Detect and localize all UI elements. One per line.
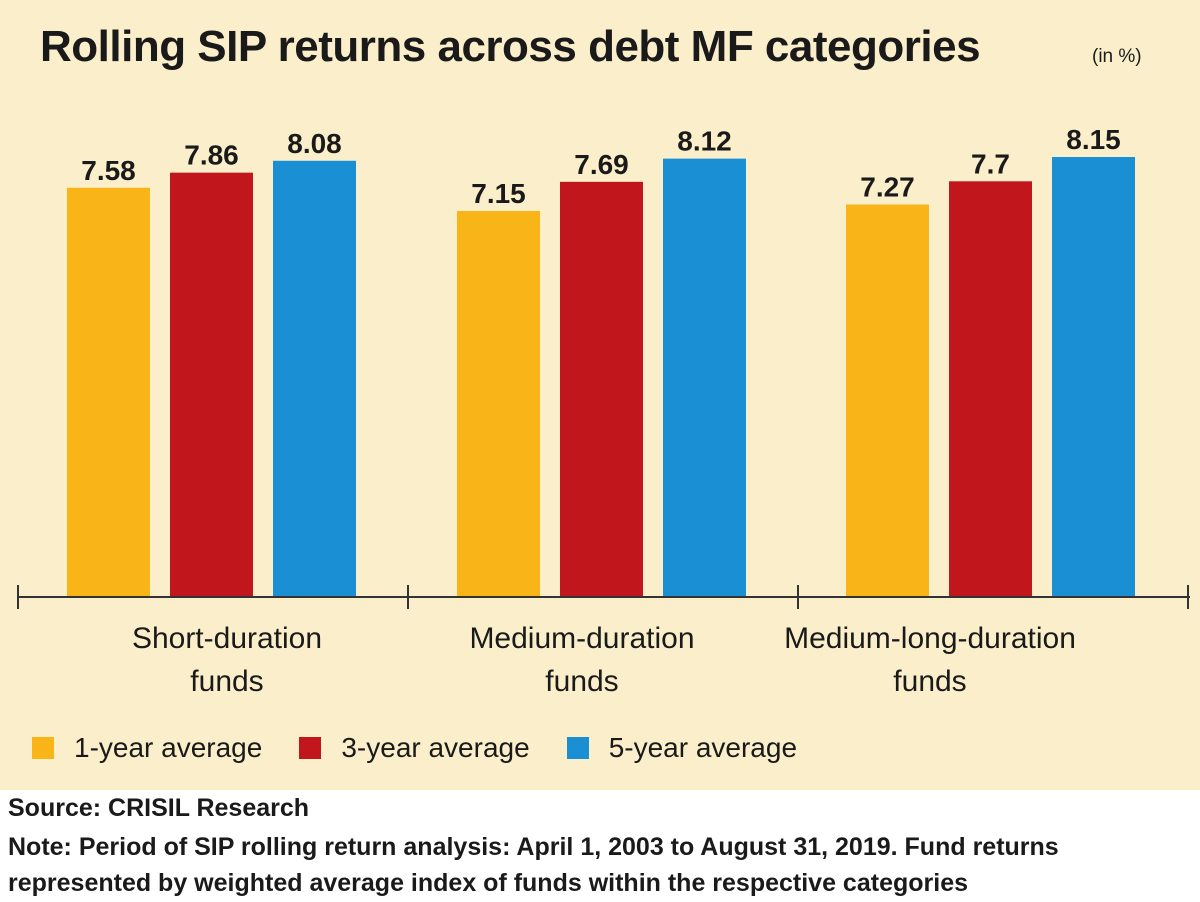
- legend-swatch-3-year: [299, 737, 322, 759]
- data-label-medium-duration-1-year: 7.15: [471, 178, 526, 209]
- bar-medium-duration-3-year: [560, 181, 643, 597]
- bar-short-duration-5-year: [273, 160, 356, 597]
- bar-short-duration-3-year: [170, 172, 253, 598]
- bar-short-duration-1-year: [67, 187, 150, 597]
- legend-item-5-year: 5-year average: [566, 732, 798, 764]
- legend-swatch-5-year: [566, 737, 589, 759]
- source-text: Source: CRISIL Research: [8, 794, 310, 822]
- category-label-medium-long-duration: Medium-long-duration funds: [784, 622, 1076, 698]
- bar-medium-duration-1-year: [457, 210, 540, 597]
- data-label-medium-long-duration-1-year: 7.27: [860, 172, 915, 203]
- category-label-short-duration: Short-duration funds: [131, 622, 323, 698]
- legend-item-1-year: 1-year average: [32, 732, 262, 764]
- bar-medium-long-duration-5-year: [1052, 157, 1135, 597]
- data-label-medium-long-duration-3-year: 7.7: [971, 148, 1010, 179]
- legend-item-3-year: 3-year average: [299, 732, 530, 764]
- legend-label-1-year: 1-year average: [74, 732, 263, 763]
- legend: 1-year average 3-year average 5-year ave…: [32, 728, 834, 768]
- bar-medium-long-duration-1-year: [846, 204, 929, 597]
- unit-label: (in %): [1092, 46, 1142, 67]
- bar-medium-duration-5-year: [663, 158, 746, 597]
- data-label-short-duration-5-year: 8.08: [287, 128, 342, 159]
- chart-panel: Rolling SIP returns across debt MF categ…: [0, 0, 1200, 790]
- bar-chart: 7.58 7.15 7.27 7.86 7.69 7.7 8.08 8.12 8.15: [17, 124, 1190, 609]
- legend-label-5-year: 5-year average: [608, 732, 798, 763]
- legend-label-3-year: 3-year average: [341, 732, 530, 763]
- legend-swatch-1-year: [32, 737, 54, 759]
- data-label-short-duration-1-year: 7.58: [81, 155, 136, 186]
- data-label-medium-duration-3-year: 7.69: [574, 149, 629, 180]
- category-label-medium-duration: Medium-duration funds: [469, 622, 695, 698]
- chart-title: Rolling SIP returns across debt MF categ…: [40, 22, 981, 71]
- data-label-short-duration-3-year: 7.86: [184, 140, 239, 171]
- data-label-medium-duration-5-year: 8.12: [677, 126, 732, 157]
- note-text: Note: Period of SIP rolling return analy…: [8, 833, 1059, 897]
- data-label-medium-long-duration-5-year: 8.15: [1066, 124, 1121, 155]
- bar-medium-long-duration-3-year: [949, 181, 1032, 597]
